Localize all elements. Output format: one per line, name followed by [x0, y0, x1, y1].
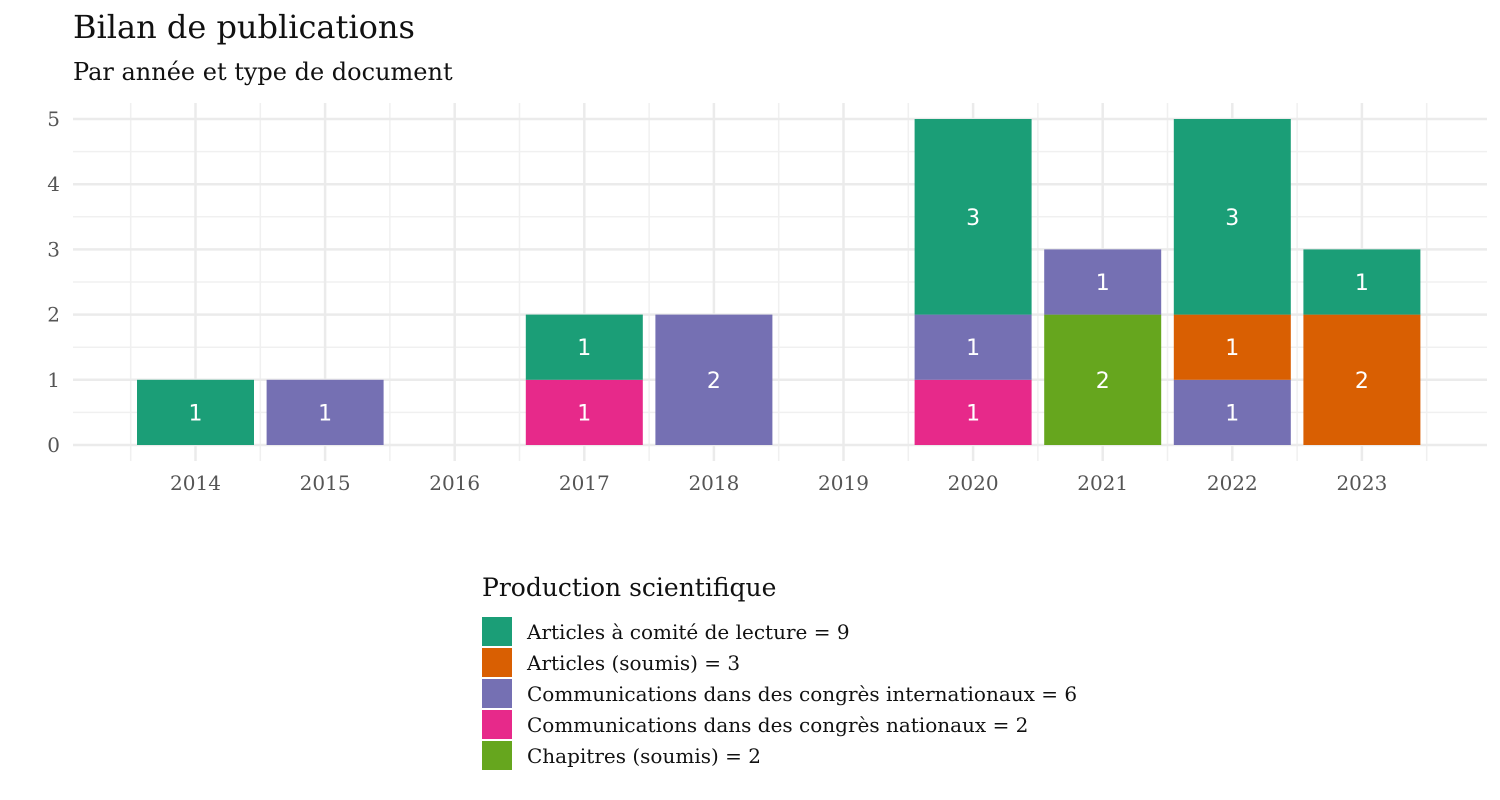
bar-segment [1303, 314, 1421, 445]
bar-segment [914, 379, 1032, 445]
x-tick-label: 2018 [688, 471, 739, 495]
x-tick-label: 2015 [300, 471, 351, 495]
y-tick-label: 4 [47, 172, 60, 196]
legend-entry-label: Communications dans des congrès nationau… [527, 713, 1028, 737]
bar-segment [1044, 314, 1162, 445]
bar-value-label: 1 [966, 401, 980, 426]
bar-segment [1173, 314, 1291, 380]
legend-swatch [482, 710, 512, 739]
y-tick-label: 2 [47, 303, 60, 327]
x-tick-label: 2023 [1336, 471, 1387, 495]
x-tick-label: 2022 [1207, 471, 1258, 495]
bar-value-label: 3 [1225, 206, 1239, 231]
bar-segment [914, 314, 1032, 380]
legend-swatch [482, 648, 512, 677]
bar-value-label: 1 [1225, 336, 1239, 361]
bar-segment [1173, 119, 1291, 315]
legend-swatch [482, 679, 512, 708]
bar-segment [1303, 249, 1421, 315]
bar-value-label: 1 [1096, 271, 1110, 296]
bar-value-label: 1 [577, 401, 591, 426]
legend: Production scientifique Articles à comit… [482, 573, 1077, 770]
bar-value-label: 1 [966, 336, 980, 361]
y-tick-label: 5 [47, 107, 60, 131]
bar-segment [1044, 249, 1162, 315]
bar-segment [525, 379, 643, 445]
legend-swatch [482, 741, 512, 770]
x-tick-label: 2020 [948, 471, 999, 495]
bar-segment [914, 119, 1032, 315]
bar-value-label: 1 [1225, 401, 1239, 426]
bar-segment [525, 314, 643, 380]
y-tick-label: 1 [47, 368, 60, 392]
legend-title: Production scientifique [482, 573, 776, 602]
chart-subtitle: Par année et type de document [73, 58, 453, 86]
bars: 1 1 1 1 2 1 1 3 2 1 1 1 3 2 1 [137, 119, 1421, 445]
x-tick-label: 2014 [170, 471, 221, 495]
y-tick-label: 3 [47, 237, 60, 261]
x-tick-label: 2017 [559, 471, 610, 495]
bar-segment [655, 314, 773, 445]
axes: 0 1 2 3 4 5 2014 2015 2016 2017 2018 2019 2020 2021 20… [47, 107, 1387, 495]
bar-value-label: 1 [318, 401, 332, 426]
chart-title: Bilan de publications [73, 8, 415, 46]
bar-value-label: 1 [189, 401, 203, 426]
bar-value-label: 2 [707, 369, 721, 394]
legend-entry-label: Articles à comité de lecture = 9 [526, 620, 850, 644]
y-tick-label: 0 [47, 433, 60, 457]
bar-value-label: 2 [1355, 369, 1369, 394]
bar-value-label: 3 [966, 206, 980, 231]
x-tick-label: 2016 [429, 471, 480, 495]
legend-swatch [482, 617, 512, 646]
legend-entry-label: Chapitres (soumis) = 2 [527, 744, 761, 768]
legend-entry-label: Communications dans des congrès internat… [527, 682, 1077, 706]
bar-value-label: 1 [577, 336, 591, 361]
bar-segment [266, 379, 384, 445]
bar-segment [137, 379, 254, 445]
x-tick-label: 2021 [1077, 471, 1128, 495]
legend-entry-label: Articles (soumis) = 3 [526, 651, 740, 675]
bar-value-label: 2 [1096, 369, 1110, 394]
bar-value-label: 1 [1355, 271, 1369, 296]
x-tick-label: 2019 [818, 471, 869, 495]
bar-segment [1173, 379, 1291, 445]
